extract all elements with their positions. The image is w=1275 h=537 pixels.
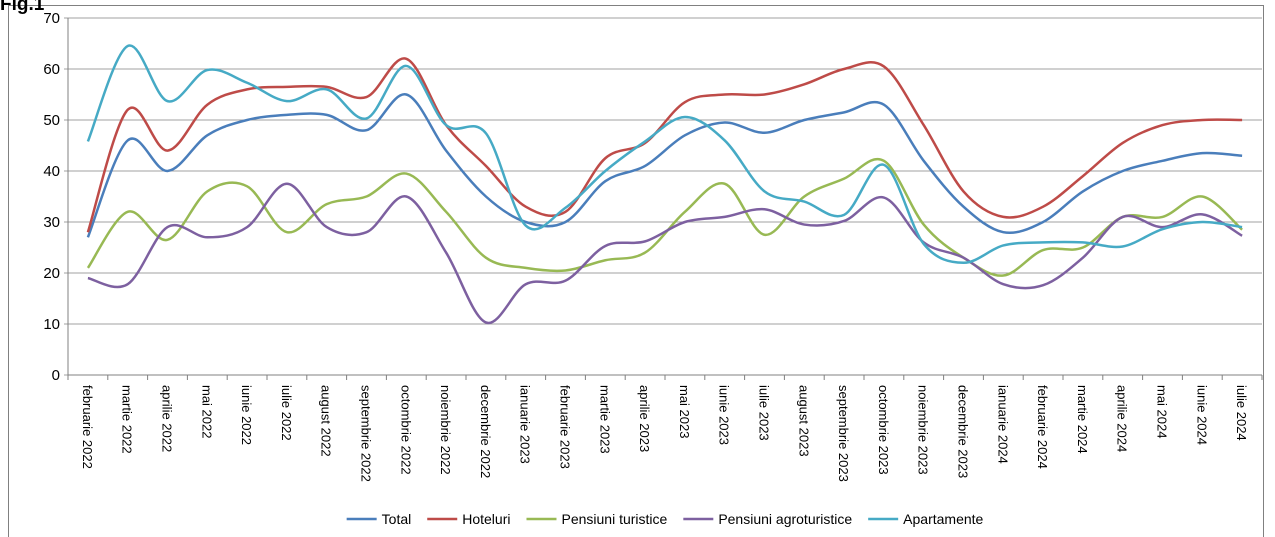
y-tick-label: 20 bbox=[43, 265, 60, 282]
x-tick-label: octombrie 2023 bbox=[876, 385, 891, 475]
y-tick-label: 30 bbox=[43, 214, 60, 231]
x-tick-label: iulie 2024 bbox=[1234, 385, 1249, 441]
y-tick-label: 0 bbox=[52, 367, 60, 384]
x-tick-label: octombrie 2022 bbox=[398, 385, 413, 475]
legend-label: Total bbox=[382, 511, 412, 527]
x-tick-label: septembrie 2023 bbox=[836, 385, 851, 482]
line-series bbox=[86, 44, 1243, 265]
x-tick-label: ianuarie 2023 bbox=[518, 385, 533, 464]
y-tick-label: 10 bbox=[43, 316, 60, 333]
x-tick-label: iulie 2022 bbox=[279, 385, 294, 441]
x-tick-label: mai 2022 bbox=[199, 385, 214, 438]
line-series bbox=[86, 93, 1243, 238]
chart-title: Fig.1 bbox=[0, 0, 45, 15]
chart-border bbox=[8, 5, 1264, 537]
x-tick-label: iunie 2024 bbox=[1194, 385, 1209, 445]
legend-label: Pensiuni agroturistice bbox=[718, 511, 852, 527]
legend-label: Pensiuni turistice bbox=[561, 511, 667, 527]
x-tick-label: februarie 2023 bbox=[558, 385, 573, 469]
x-tick-label: mai 2024 bbox=[1155, 385, 1170, 438]
x-tick-label: decembrie 2023 bbox=[956, 385, 971, 478]
y-tick-label: 40 bbox=[43, 163, 60, 180]
x-tick-label: aprilie 2024 bbox=[1115, 385, 1130, 452]
line-series bbox=[86, 57, 1243, 233]
x-tick-label: decembrie 2022 bbox=[478, 385, 493, 478]
x-tick-label: martie 2023 bbox=[597, 385, 612, 454]
x-tick-label: martie 2024 bbox=[1075, 385, 1090, 454]
x-tick-label: septembrie 2022 bbox=[359, 385, 374, 482]
legend-label: Hoteluri bbox=[462, 511, 510, 527]
x-tick-label: iunie 2022 bbox=[239, 385, 254, 445]
y-tick-label: 60 bbox=[43, 61, 60, 78]
x-tick-label: noiembrie 2023 bbox=[916, 385, 931, 475]
x-tick-label: august 2022 bbox=[319, 385, 334, 457]
y-tick-label: 70 bbox=[43, 10, 60, 27]
x-tick-label: iulie 2023 bbox=[757, 385, 772, 441]
x-tick-label: aprilie 2022 bbox=[160, 385, 175, 452]
line-series bbox=[87, 182, 1243, 325]
x-tick-label: martie 2022 bbox=[120, 385, 135, 454]
legend-label: Apartamente bbox=[903, 511, 983, 527]
x-tick-label: februarie 2024 bbox=[1035, 385, 1050, 469]
x-tick-label: februarie 2022 bbox=[80, 385, 95, 469]
x-tick-label: noiembrie 2022 bbox=[438, 385, 453, 475]
x-tick-label: august 2023 bbox=[796, 385, 811, 457]
x-tick-label: ianuarie 2024 bbox=[995, 385, 1010, 464]
x-tick-label: iunie 2023 bbox=[717, 385, 732, 445]
x-tick-label: aprilie 2023 bbox=[637, 385, 652, 452]
line-series bbox=[86, 157, 1243, 277]
x-tick-label: mai 2023 bbox=[677, 385, 692, 438]
y-tick-label: 50 bbox=[43, 112, 60, 129]
